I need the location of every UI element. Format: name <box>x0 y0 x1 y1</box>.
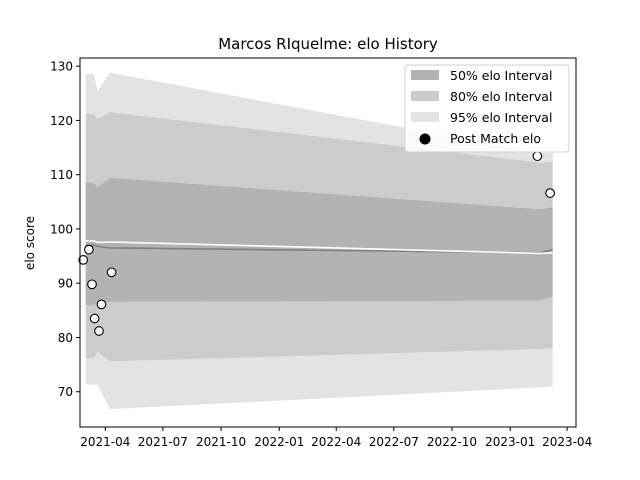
post-match-point-5 <box>94 326 104 336</box>
band-50-area <box>85 177 553 305</box>
y-tick-label-6: 120 <box>50 114 73 128</box>
y-tick-label-4: 100 <box>50 222 73 236</box>
x-tick-label-9: 2023-04 <box>542 435 592 449</box>
x-tick-label-6: 2022-07 <box>369 435 419 449</box>
legend-marker-post-match <box>419 133 431 145</box>
x-tick-label-7: 2022-10 <box>427 435 477 449</box>
post-match-point-6 <box>96 299 107 310</box>
x-tick-label-4: 2022-01 <box>254 435 304 449</box>
post-match-point-3 <box>87 279 97 290</box>
post-match-point-4 <box>89 313 100 324</box>
legend-swatch-80 <box>411 91 439 101</box>
x-tick-label-1: 2021-04 <box>80 435 130 449</box>
post-match-point-7 <box>106 267 117 278</box>
y-tick-label-3: 90 <box>58 277 73 291</box>
x-tick-label-2: 2021-07 <box>138 435 188 449</box>
legend-label-95: 95% elo Interval <box>450 110 552 125</box>
legend-swatch-95 <box>411 112 439 122</box>
post-match-point-1 <box>78 255 89 265</box>
x-tick-label-8: 2023-01 <box>485 435 535 449</box>
legend-label-50: 50% elo Interval <box>450 68 552 83</box>
x-tick-label-3: 2021-10 <box>196 435 246 449</box>
x-tick-label-5: 2022-04 <box>311 435 361 449</box>
post-match-point-8 <box>532 151 543 162</box>
axes-frame <box>79 57 577 428</box>
y-tick-label-1: 70 <box>58 385 73 399</box>
legend-box <box>404 64 570 153</box>
chart-title: Marcos RIquelme: elo History <box>218 35 438 53</box>
mean-line <box>85 240 553 255</box>
y-axis-label: elo score <box>23 216 37 270</box>
legend-swatch-50 <box>411 70 439 80</box>
median-line <box>85 244 553 254</box>
y-tick-label-7: 130 <box>50 60 73 74</box>
x-axis: 2021-04 2021-07 2021-10 2022-01 2022-04 2022-… <box>80 427 592 449</box>
y-tick-label-5: 110 <box>50 168 73 182</box>
plot-area <box>78 72 555 410</box>
post-match-point-9 <box>545 188 555 198</box>
y-tick-label-2: 80 <box>58 331 73 345</box>
y-axis: 70 80 90 100 110 120 130 <box>50 60 80 399</box>
legend-label-80: 80% elo Interval <box>450 89 552 104</box>
post-match-point-2 <box>84 244 94 255</box>
legend: 50% elo Interval 80% elo Interval 95% el… <box>404 64 570 153</box>
legend-label-post-match: Post Match elo <box>450 131 541 146</box>
